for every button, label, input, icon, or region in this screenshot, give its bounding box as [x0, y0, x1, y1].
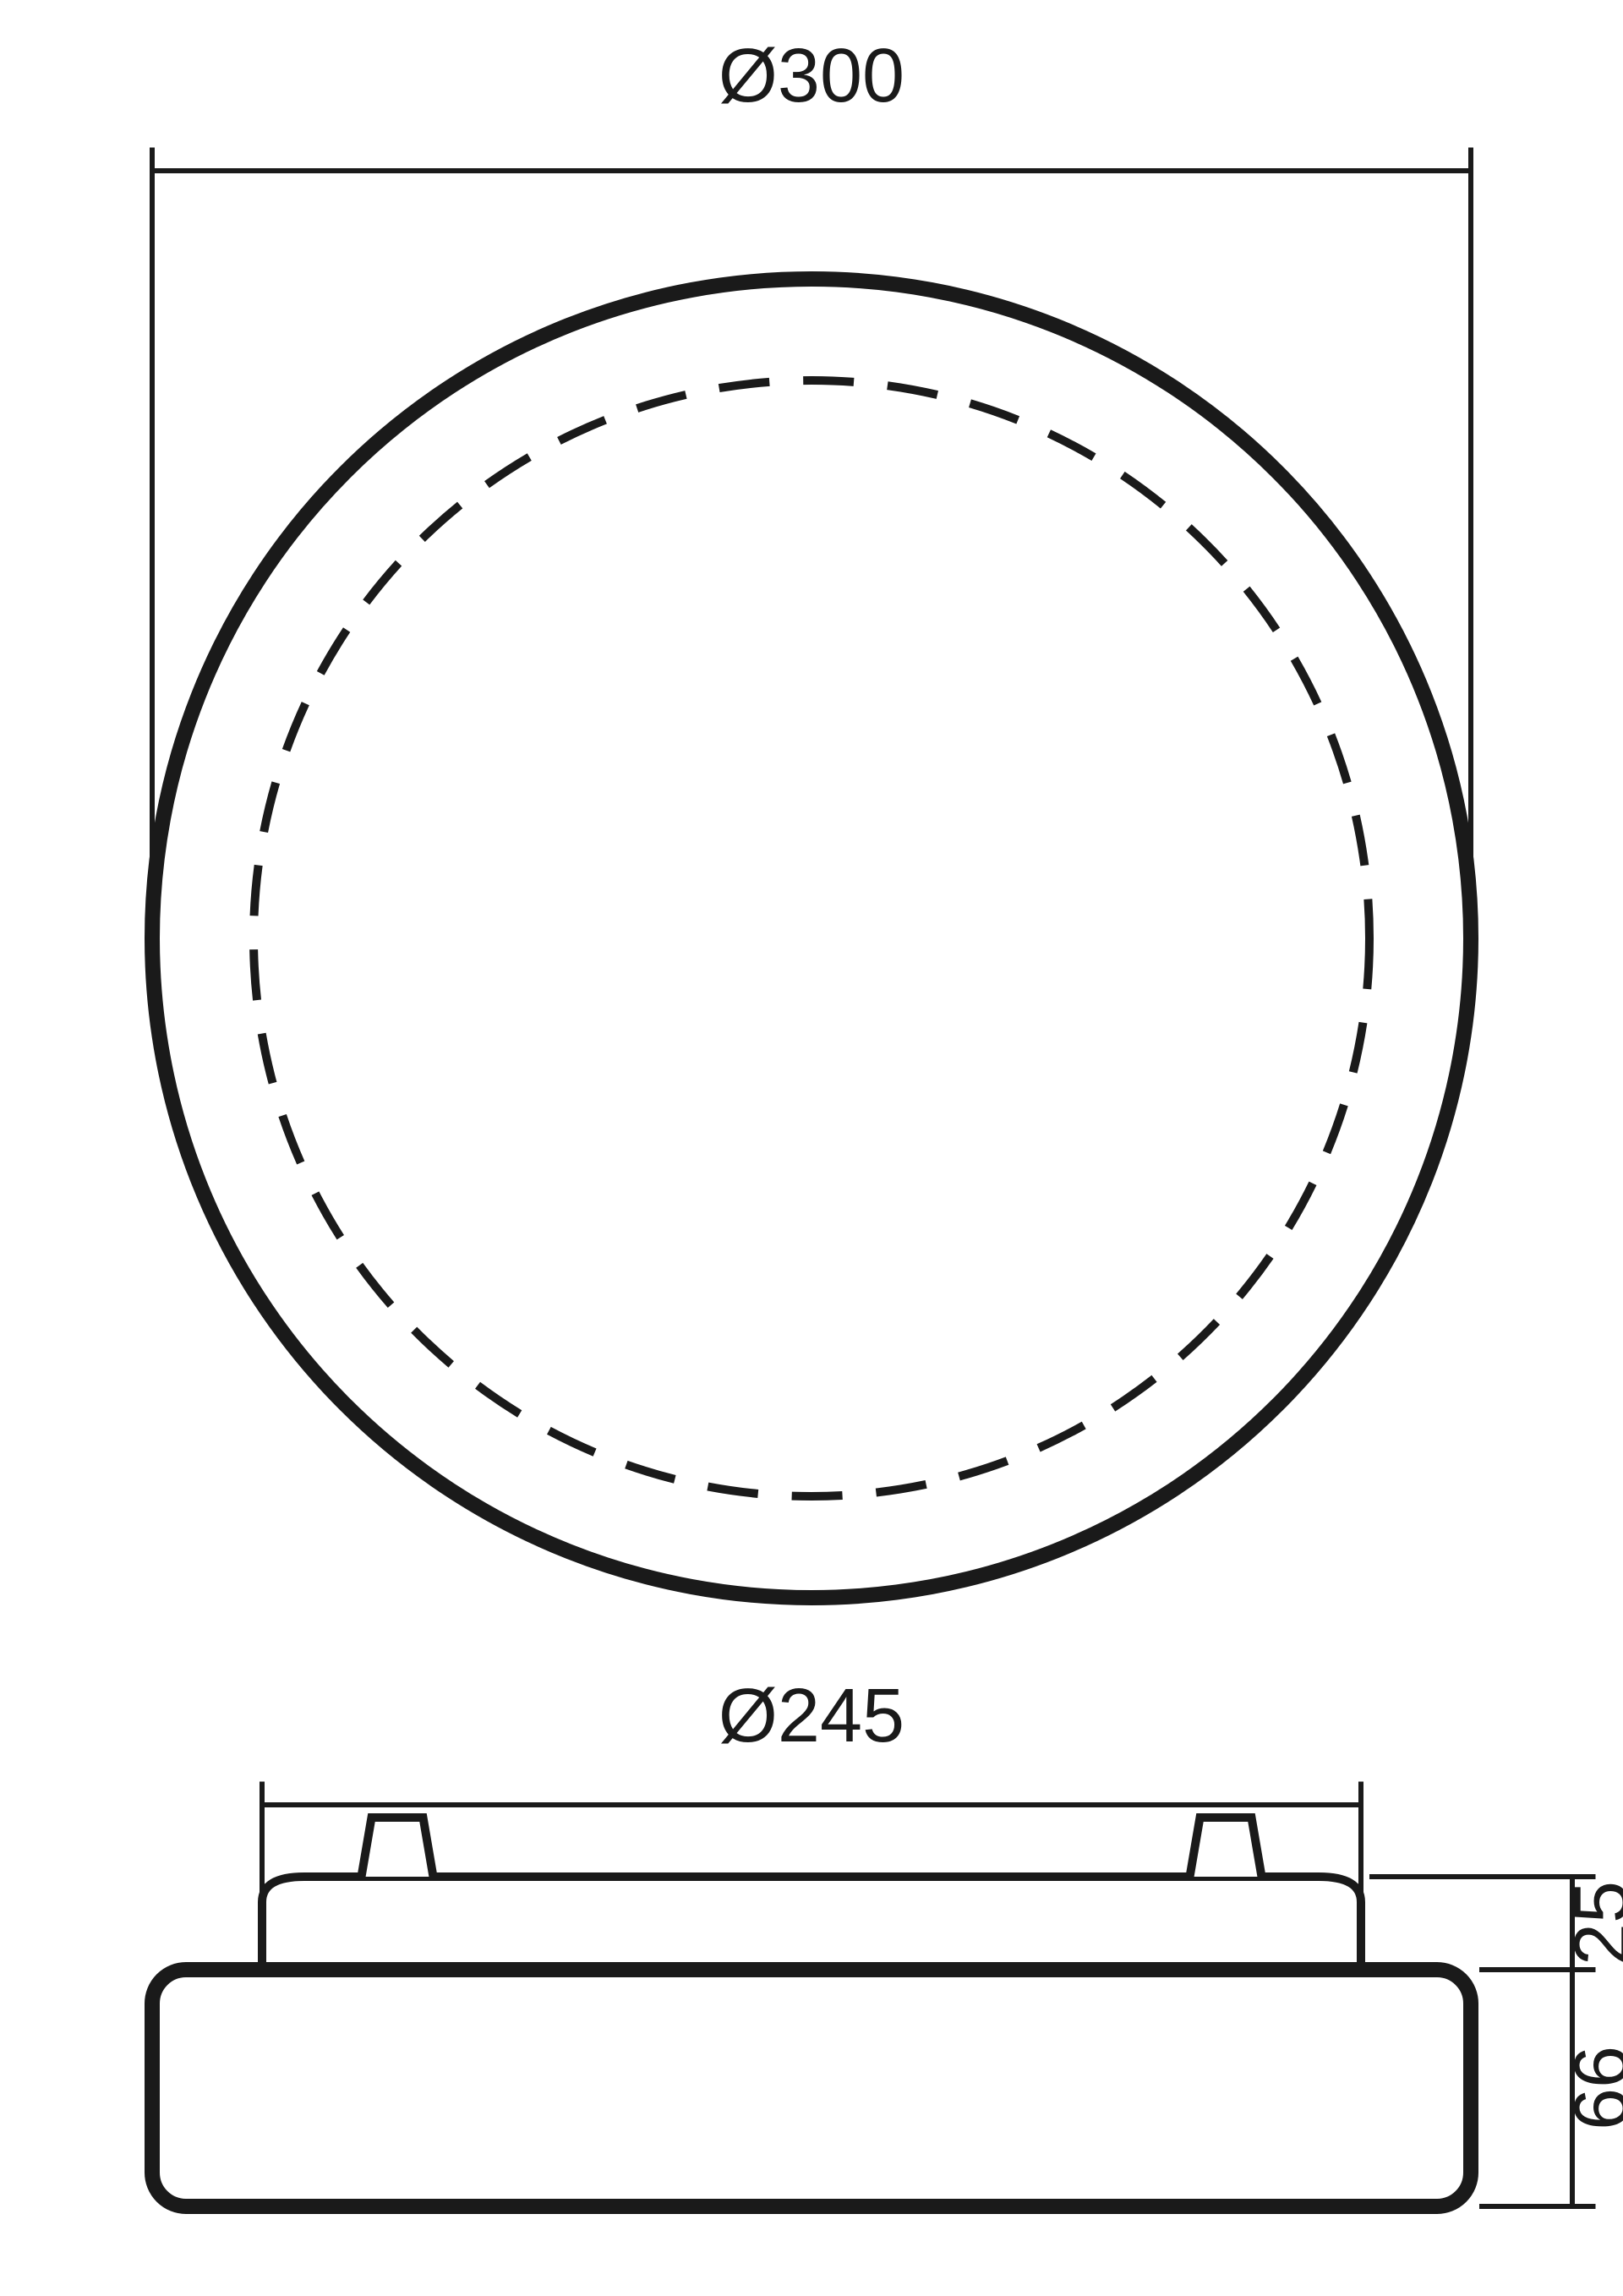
dim-label-top: Ø300: [719, 34, 904, 118]
side-mounting-plate: [262, 1877, 1361, 1970]
technical-drawing: Ø300 Ø245 25 66: [0, 0, 1623, 2296]
dim-label-66: 66: [1560, 2046, 1623, 2130]
dim-label-diameter: Ø245: [719, 1674, 904, 1758]
dim-label-25: 25: [1560, 1881, 1623, 1965]
side-body-rect: [152, 1970, 1471, 2206]
side-clip: [362, 1818, 434, 1877]
top-inner-dashed-circle: [254, 380, 1369, 1496]
top-outer-circle: [152, 279, 1471, 1598]
side-clip: [1190, 1818, 1262, 1877]
drawing-svg: Ø300 Ø245 25 66: [0, 0, 1623, 2296]
